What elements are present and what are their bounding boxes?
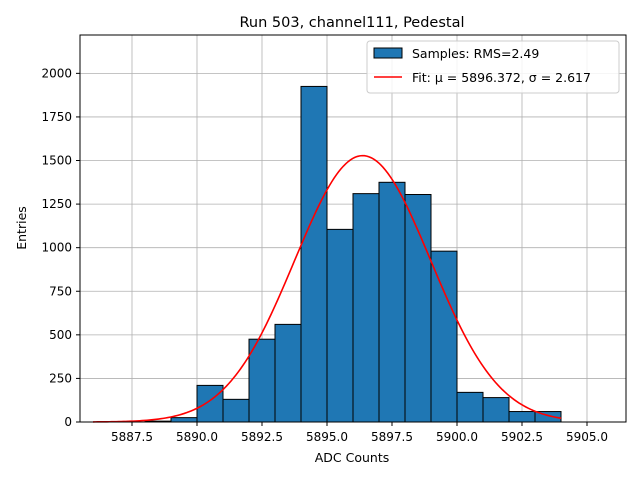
x-tick-label: 5900.0 bbox=[436, 430, 478, 444]
x-axis-ticks: 5887.5 5890.0 5892.5 5895.0 5897.5 5900.0 5902… bbox=[111, 422, 608, 444]
legend-swatch-samples bbox=[373, 47, 403, 59]
histogram-bar bbox=[430, 250, 458, 423]
histogram-bar bbox=[300, 85, 328, 423]
y-tick-label: 750 bbox=[49, 284, 72, 298]
legend-label-samples: Samples: RMS=2.49 bbox=[412, 46, 539, 61]
y-axis-ticks: 0 250 500 750 1000 1250 1500 1750 2000 bbox=[41, 66, 80, 429]
legend-box bbox=[366, 40, 620, 94]
x-tick-label: 5887.5 bbox=[111, 430, 153, 444]
histogram-bar bbox=[196, 384, 224, 423]
y-tick-label: 2000 bbox=[41, 66, 72, 80]
x-tick-label: 5890.0 bbox=[176, 430, 218, 444]
x-tick-label: 5895.0 bbox=[306, 430, 348, 444]
x-tick-label: 5897.5 bbox=[371, 430, 413, 444]
histogram-bar bbox=[248, 338, 276, 423]
y-axis-label: Entries bbox=[14, 206, 29, 250]
legend: Samples: RMS=2.49 Fit: μ = 5896.372, σ =… bbox=[366, 40, 620, 94]
histogram-bar bbox=[482, 397, 510, 423]
y-tick-label: 1500 bbox=[41, 154, 72, 168]
x-tick-label: 5892.5 bbox=[241, 430, 283, 444]
y-tick-label: 1000 bbox=[41, 241, 72, 255]
y-tick-label: 1750 bbox=[41, 110, 72, 124]
x-tick-label: 5905.0 bbox=[566, 430, 608, 444]
fit-curve bbox=[92, 154, 562, 423]
plot-frame bbox=[79, 34, 627, 423]
histogram-bar bbox=[352, 193, 380, 423]
x-axis-label: ADC Counts bbox=[315, 450, 390, 465]
histogram-bars bbox=[144, 85, 562, 423]
histogram-bar bbox=[508, 411, 536, 423]
y-tick-label: 500 bbox=[49, 328, 72, 342]
y-tick-label: 0 bbox=[64, 415, 72, 429]
histogram-bar bbox=[326, 228, 354, 423]
histogram-bar bbox=[378, 181, 406, 423]
histogram-bar bbox=[456, 391, 484, 423]
histogram-bar bbox=[222, 398, 250, 423]
chart-title: Run 503, channel111, Pedestal bbox=[239, 15, 464, 31]
x-tick-label: 5902.5 bbox=[501, 430, 543, 444]
y-tick-label: 1250 bbox=[41, 197, 72, 211]
legend-label-fit: Fit: μ = 5896.372, σ = 2.617 bbox=[412, 70, 591, 85]
histogram-bar bbox=[170, 417, 198, 423]
y-tick-label: 250 bbox=[49, 371, 72, 385]
histogram-bar bbox=[404, 194, 432, 423]
histogram-bar bbox=[274, 323, 302, 423]
